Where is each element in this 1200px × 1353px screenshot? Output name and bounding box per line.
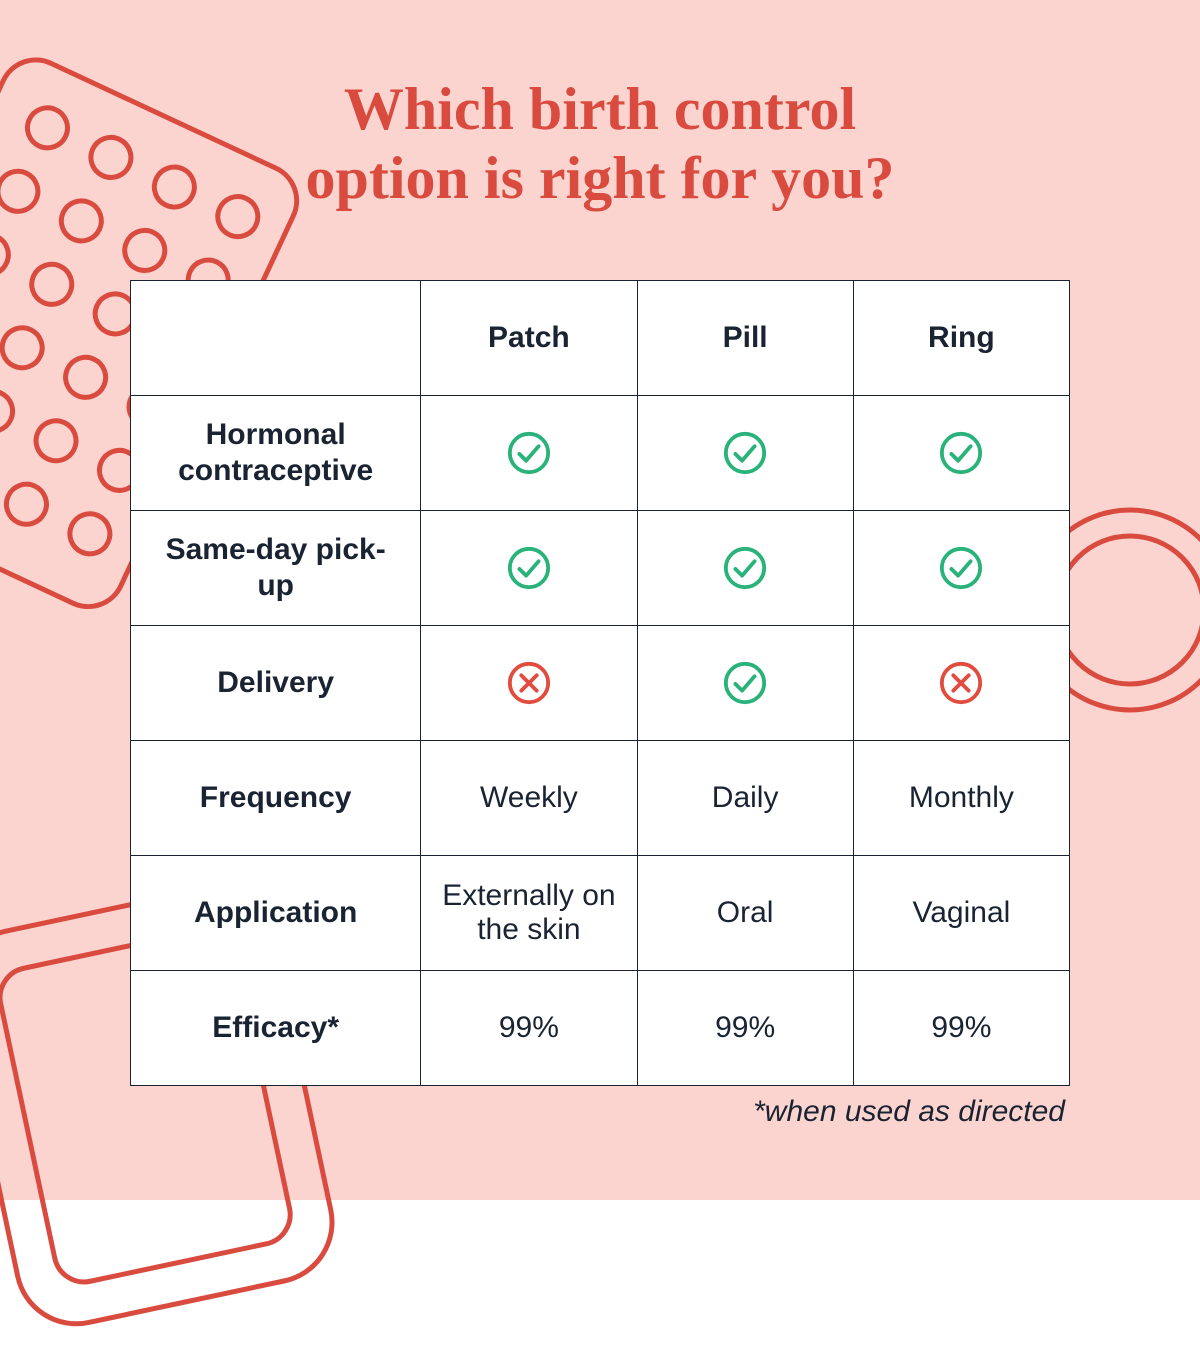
footnote: *when used as directed	[753, 1095, 1065, 1129]
row-label: Hormonal contraceptive	[131, 396, 421, 511]
cross-icon	[853, 626, 1069, 741]
check-icon	[853, 511, 1069, 626]
row-label: Application	[131, 856, 421, 971]
table-cell: Daily	[637, 741, 853, 856]
table-cell: 99%	[421, 971, 637, 1086]
table-cell: Oral	[637, 856, 853, 971]
row-label: Delivery	[131, 626, 421, 741]
check-icon	[637, 396, 853, 511]
column-header: Patch	[421, 281, 637, 396]
row-label: Frequency	[131, 741, 421, 856]
check-icon	[637, 626, 853, 741]
infographic-canvas: Which birth control option is right for …	[0, 0, 1200, 1200]
column-header: Ring	[853, 281, 1069, 396]
table-cell: Externally on the skin	[421, 856, 637, 971]
check-icon	[421, 511, 637, 626]
table-body: Hormonal contraceptive Same-day pick-up …	[131, 396, 1070, 1086]
table-cell: 99%	[637, 971, 853, 1086]
comparison-table: Patch Pill Ring Hormonal contraceptive S…	[130, 280, 1070, 1086]
table-row: Same-day pick-up	[131, 511, 1070, 626]
table-row: ApplicationExternally on the skinOralVag…	[131, 856, 1070, 971]
table-header-row: Patch Pill Ring	[131, 281, 1070, 396]
table-cell: Vaginal	[853, 856, 1069, 971]
table-row: Hormonal contraceptive	[131, 396, 1070, 511]
column-header: Pill	[637, 281, 853, 396]
check-icon	[637, 511, 853, 626]
table-cell: Monthly	[853, 741, 1069, 856]
check-icon	[421, 396, 637, 511]
table-row: Efficacy*99%99%99%	[131, 971, 1070, 1086]
cross-icon	[421, 626, 637, 741]
title-line-1: Which birth control	[344, 76, 856, 142]
table-cell: 99%	[853, 971, 1069, 1086]
title-line-2: option is right for you?	[306, 145, 895, 211]
page-title: Which birth control option is right for …	[0, 75, 1200, 213]
table-row: Delivery	[131, 626, 1070, 741]
header-empty	[131, 281, 421, 396]
table-cell: Weekly	[421, 741, 637, 856]
check-icon	[853, 396, 1069, 511]
row-label: Efficacy*	[131, 971, 421, 1086]
row-label: Same-day pick-up	[131, 511, 421, 626]
table-row: FrequencyWeeklyDailyMonthly	[131, 741, 1070, 856]
